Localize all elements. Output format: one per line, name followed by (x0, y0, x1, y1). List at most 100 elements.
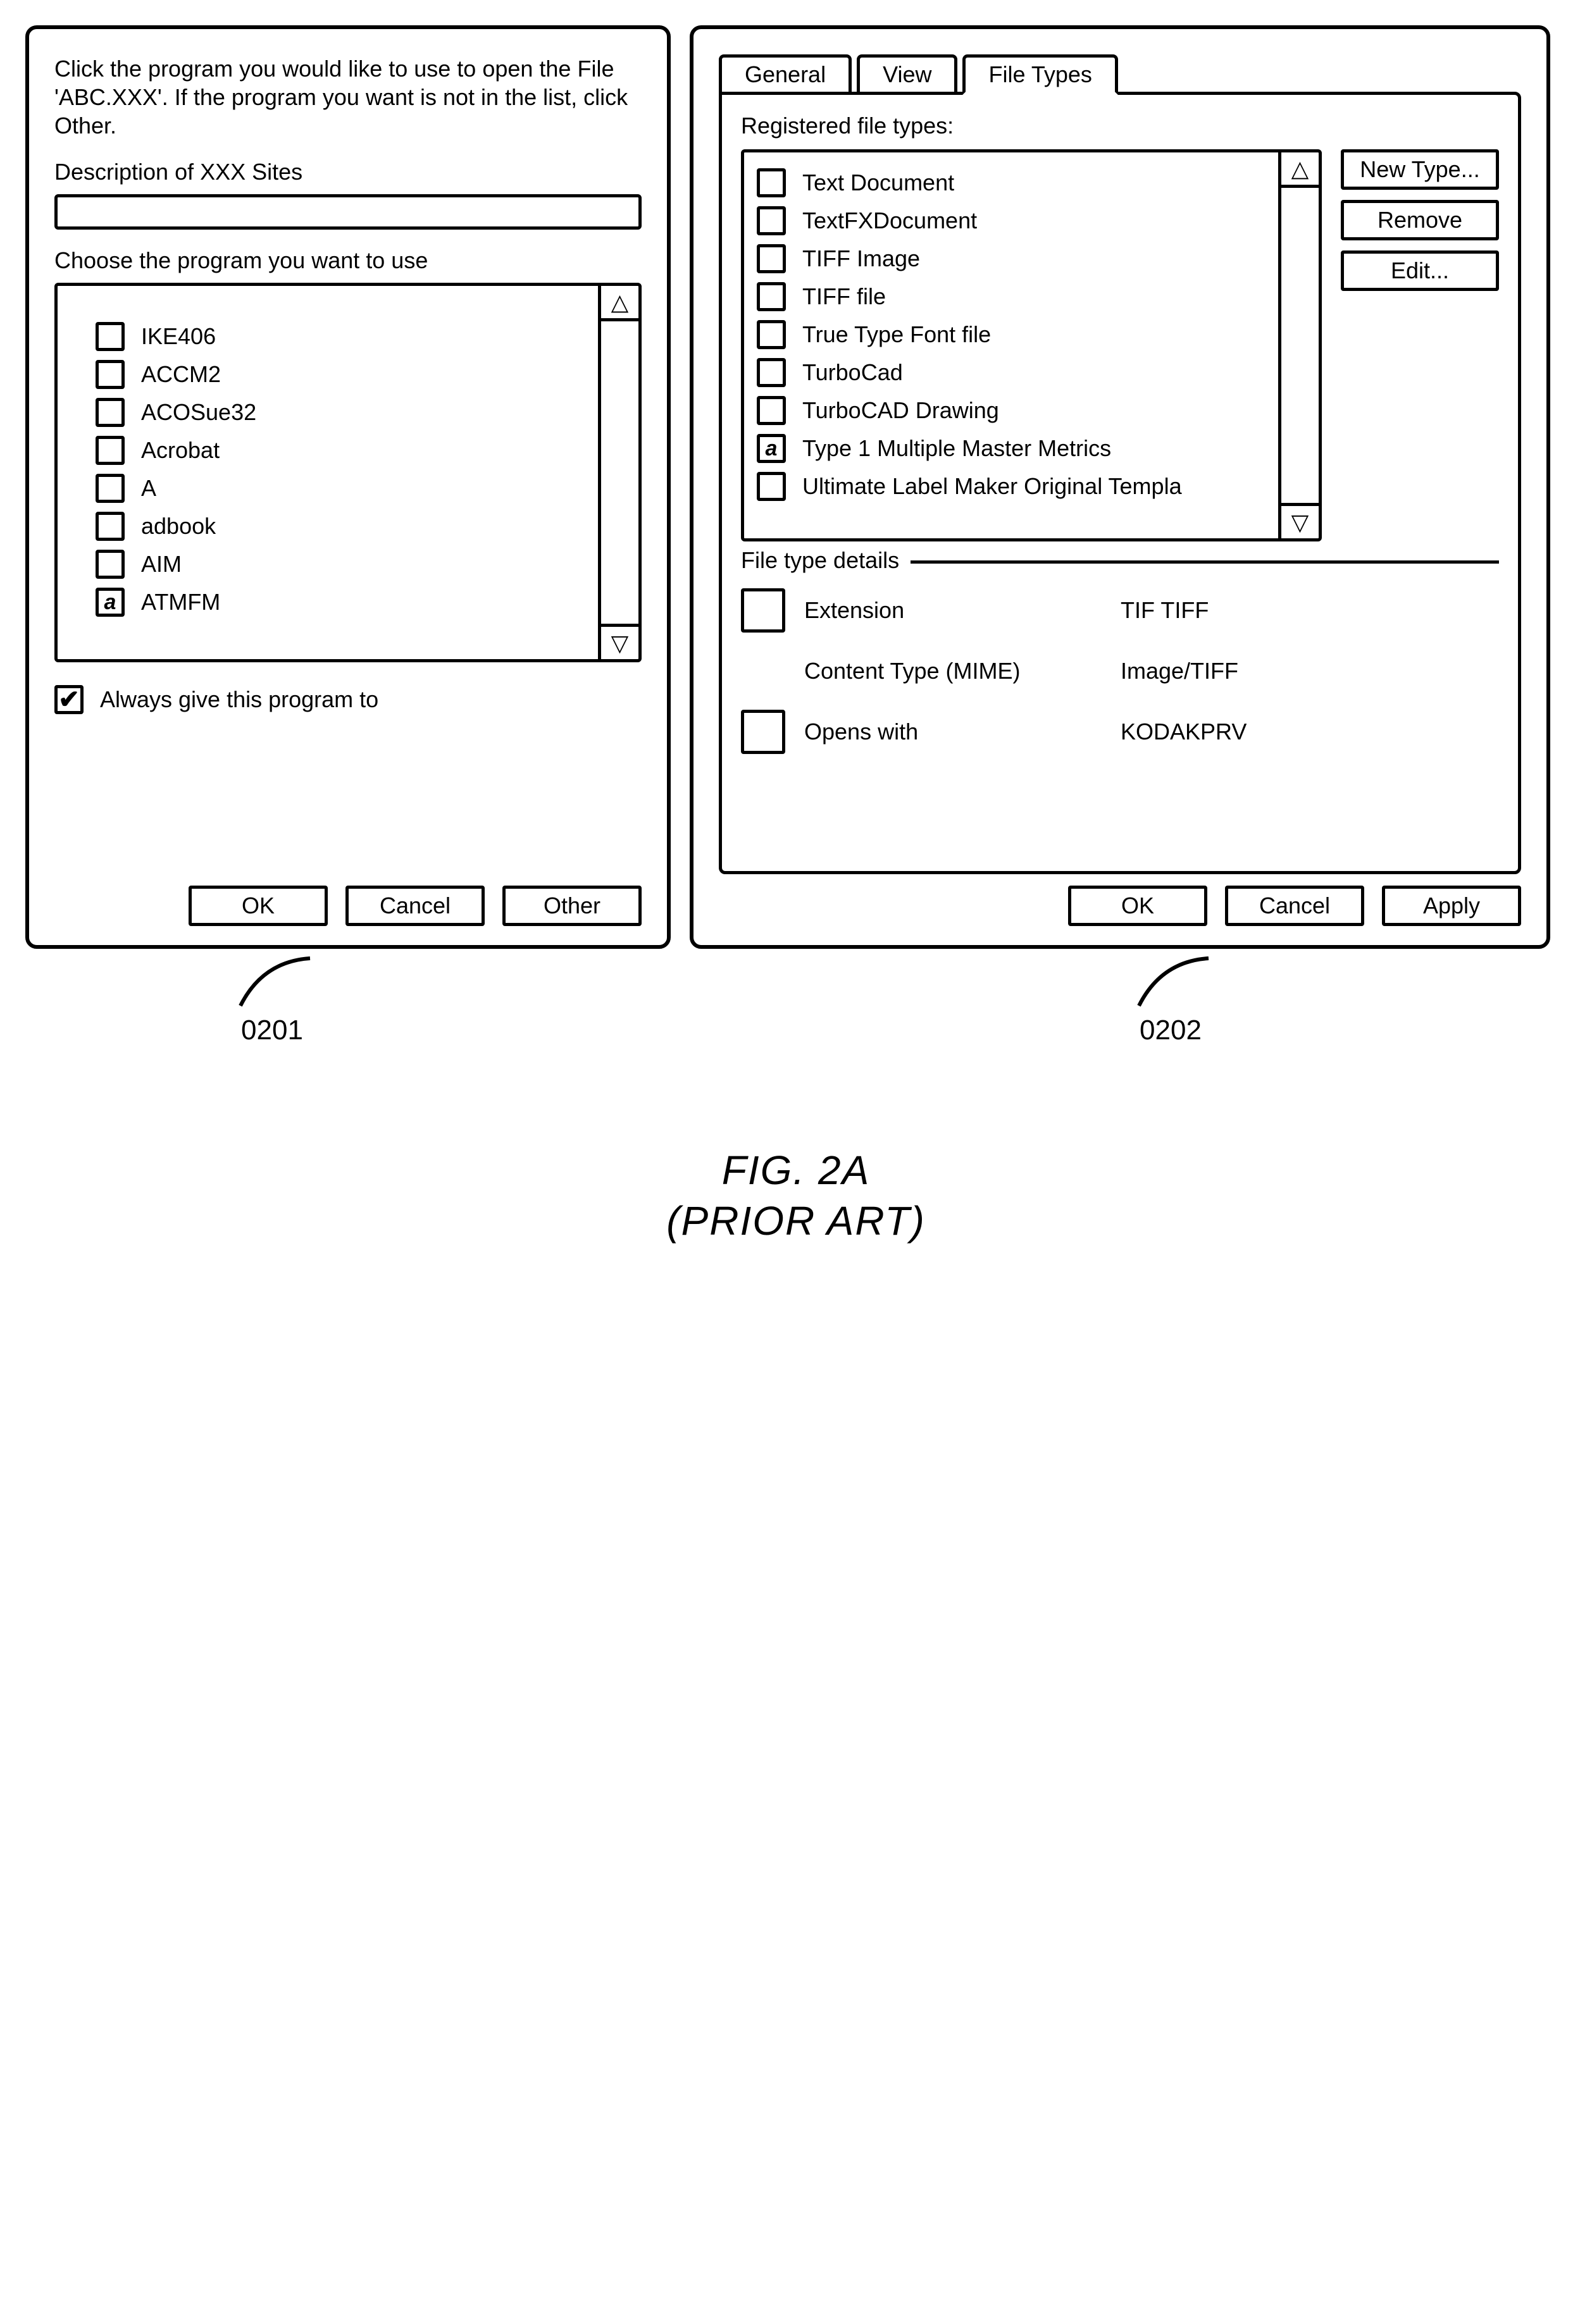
file-type-item[interactable]: TextFXDocument (757, 202, 1278, 240)
program-icon (96, 512, 125, 541)
always-use-checkbox[interactable] (54, 685, 84, 714)
figure-number: FIG. 2A (666, 1145, 926, 1196)
description-label: Description of XXX Sites (54, 159, 642, 185)
callout-arc-icon (228, 955, 316, 1012)
file-type-icon (757, 168, 786, 197)
file-type-label: TurboCAD Drawing (802, 397, 999, 424)
program-label: ACOSue32 (141, 399, 256, 426)
program-item[interactable]: adbook (96, 507, 598, 545)
program-icon (96, 360, 125, 389)
apply-button[interactable]: Apply (1382, 886, 1521, 926)
triangle-up-icon: △ (611, 291, 629, 314)
file-type-label: Type 1 Multiple Master Metrics (802, 435, 1111, 462)
programs-scrollbar[interactable]: △ ▽ (598, 286, 638, 659)
file-type-item[interactable]: Ultimate Label Maker Original Templa (757, 467, 1278, 505)
program-item[interactable]: A (96, 469, 598, 507)
types-scrollbar[interactable]: △ ▽ (1278, 152, 1319, 538)
program-icon: a (96, 588, 125, 617)
instruction-text: Click the program you would like to use … (54, 54, 642, 140)
program-item[interactable]: Acrobat (96, 431, 598, 469)
callout-arc-icon (1126, 955, 1215, 1012)
extension-value: TIF TIFF (1121, 597, 1209, 624)
file-type-label: Text Document (802, 170, 954, 196)
file-type-icon (757, 320, 786, 349)
file-type-label: TurboCad (802, 359, 903, 386)
file-type-item[interactable]: TIFF Image (757, 240, 1278, 278)
file-type-icon (757, 472, 786, 501)
file-types-panel: Registered file types: Text DocumentText… (719, 92, 1521, 874)
program-icon (96, 322, 125, 351)
program-item[interactable]: ACOSue32 (96, 393, 598, 431)
opens-with-label: Opens with (804, 719, 1121, 745)
file-type-item[interactable]: TurboCAD Drawing (757, 392, 1278, 430)
file-type-item[interactable]: TurboCad (757, 354, 1278, 392)
figure-caption: FIG. 2A (PRIOR ART) (666, 1145, 926, 1246)
file-type-label: TIFF file (802, 283, 886, 310)
callout-label: 0202 (1140, 1015, 1202, 1046)
tab-view[interactable]: View (857, 54, 957, 95)
file-type-details-legend: File type details (741, 547, 911, 574)
ok-button[interactable]: OK (189, 886, 328, 926)
file-type-label: TextFXDocument (802, 207, 977, 234)
callout-0202: 0202 (1126, 955, 1215, 1046)
tab-general[interactable]: General (719, 54, 852, 95)
tab-file-types[interactable]: File Types (962, 54, 1117, 95)
program-icon (96, 550, 125, 579)
file-types-listbox[interactable]: Text Document TextFXDocument TIFF Image TIF… (741, 149, 1322, 541)
file-type-icon (757, 206, 786, 235)
program-item[interactable]: IKE406 (96, 318, 598, 355)
always-use-label: Always give this program to (100, 686, 378, 713)
file-type-item[interactable]: True Type Font file (757, 316, 1278, 354)
tab-bar: General View File Types (719, 54, 1521, 95)
file-type-icon (757, 358, 786, 387)
file-type-item[interactable]: aType 1 Multiple Master Metrics (757, 430, 1278, 467)
file-type-icon (757, 282, 786, 311)
figure-subtitle: (PRIOR ART) (666, 1196, 926, 1246)
file-type-details-group: File type details Extension TIF TIFF Con… (741, 560, 1499, 762)
opens-with-icon (741, 710, 785, 754)
scroll-up-button[interactable]: △ (1281, 152, 1319, 188)
program-label: ATMFM (141, 589, 220, 615)
program-label: adbook (141, 513, 216, 540)
registered-label: Registered file types: (741, 113, 1499, 139)
file-type-icon (757, 396, 786, 425)
program-label: ACCM2 (141, 361, 221, 388)
triangle-up-icon: △ (1291, 158, 1309, 180)
open-with-dialog: Click the program you would like to use … (25, 25, 671, 949)
program-label: A (141, 475, 156, 502)
content-type-label: Content Type (MIME) (804, 658, 1121, 684)
program-icon (96, 474, 125, 503)
extension-label: Extension (804, 597, 1121, 624)
triangle-down-icon: ▽ (1291, 511, 1309, 534)
dialog-pair: Click the program you would like to use … (25, 25, 1567, 949)
program-item[interactable]: AIM (96, 545, 598, 583)
programs-listbox[interactable]: IKE406 ACCM2 ACOSue32 Acrobat Aadbook AIM a ATM… (54, 283, 642, 662)
ok-button[interactable]: OK (1068, 886, 1207, 926)
file-type-item[interactable]: TIFF file (757, 278, 1278, 316)
new-type-button[interactable]: New Type... (1341, 149, 1499, 190)
file-type-label: TIFF Image (802, 245, 920, 272)
callout-0201: 0201 (228, 955, 316, 1046)
callout-label: 0201 (241, 1015, 303, 1046)
scroll-down-button[interactable]: ▽ (601, 624, 638, 659)
always-use-row[interactable]: Always give this program to (54, 685, 642, 714)
program-item[interactable]: ACCM2 (96, 355, 598, 393)
file-type-label: True Type Font file (802, 321, 991, 348)
other-button[interactable]: Other (502, 886, 642, 926)
program-label: AIM (141, 551, 182, 578)
choose-label: Choose the program you want to use (54, 247, 642, 274)
content-type-value: Image/TIFF (1121, 658, 1238, 684)
file-type-label: Ultimate Label Maker Original Templa (802, 473, 1182, 500)
file-type-item[interactable]: Text Document (757, 164, 1278, 202)
cancel-button[interactable]: Cancel (1225, 886, 1364, 926)
scroll-down-button[interactable]: ▽ (1281, 503, 1319, 538)
edit-button[interactable]: Edit... (1341, 250, 1499, 291)
program-label: IKE406 (141, 323, 216, 350)
file-type-icon (741, 588, 785, 633)
description-input[interactable] (54, 194, 642, 230)
program-item[interactable]: a ATMFM (96, 583, 598, 621)
program-icon (96, 398, 125, 427)
scroll-up-button[interactable]: △ (601, 286, 638, 321)
cancel-button[interactable]: Cancel (345, 886, 485, 926)
remove-button[interactable]: Remove (1341, 200, 1499, 240)
